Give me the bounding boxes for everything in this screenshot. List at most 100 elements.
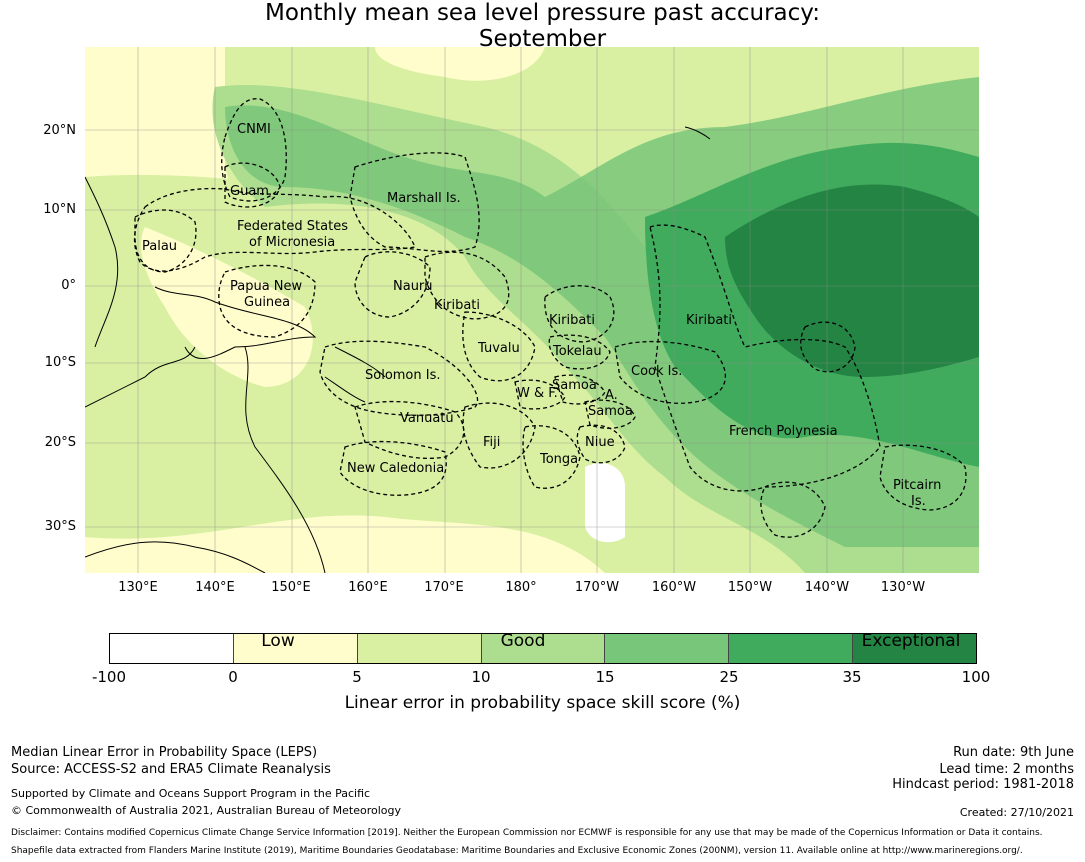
colorbar-tick: 0 bbox=[228, 668, 238, 686]
colorbar-tick: 100 bbox=[961, 668, 991, 686]
colorbar-bin-5 bbox=[729, 634, 854, 663]
label-tuvalu: Tuvalu bbox=[477, 341, 520, 356]
label-pitcairn-2: Is. bbox=[911, 494, 926, 509]
label-wf: W & F. bbox=[517, 386, 558, 401]
label-samoa: Samoa bbox=[552, 378, 597, 393]
x-tick-160e: 160°E bbox=[348, 580, 388, 595]
boundary-kiribati-w bbox=[424, 251, 510, 320]
boundary-palau bbox=[134, 209, 197, 273]
graticule bbox=[85, 47, 979, 573]
x-tick-140e: 140°E bbox=[195, 580, 235, 595]
boundary-tonga bbox=[522, 425, 581, 489]
label-tonga: Tonga bbox=[539, 452, 578, 467]
footer-copyright: © Commonwealth of Australia 2021, Austra… bbox=[11, 804, 401, 817]
boundary-guam bbox=[224, 162, 281, 208]
colorbar-tick: 5 bbox=[352, 668, 362, 686]
boundary-tokelau bbox=[548, 334, 611, 370]
boundary-kiribati-c bbox=[544, 285, 615, 343]
label-as: A. bbox=[605, 388, 618, 403]
boundary-fsm bbox=[133, 187, 416, 272]
x-tick-160w: 160°W bbox=[651, 580, 697, 595]
boundary-samoa bbox=[554, 374, 606, 405]
label-newcal: New Caledonia bbox=[347, 461, 444, 476]
boundary-png bbox=[218, 264, 316, 338]
label-fsm-1: Federated States bbox=[237, 219, 348, 234]
label-marshall: Marshall Is. bbox=[387, 191, 461, 206]
boundary-vanuatu bbox=[354, 400, 465, 459]
boundary-niue bbox=[576, 424, 626, 464]
x-tick-130e: 130°E bbox=[118, 580, 158, 595]
colorbar-tick: 35 bbox=[842, 668, 862, 686]
disclaimer-shapefile: Shapefile data extracted from Flanders M… bbox=[11, 846, 1023, 856]
boundary-marquesas bbox=[800, 321, 856, 373]
boundary-wf bbox=[514, 379, 566, 410]
label-nauru: Nauru bbox=[393, 279, 433, 294]
eez-boundaries bbox=[133, 98, 967, 538]
y-tick-0: 0° bbox=[61, 278, 76, 293]
skill-map: CNMI Guam Marshall Is. Federated States … bbox=[85, 47, 979, 573]
colorbar-bin-0 bbox=[110, 634, 234, 663]
colorbar-bin-1 bbox=[233, 634, 358, 663]
y-tick-10s: 10°S bbox=[44, 355, 76, 370]
boundary-solomon bbox=[319, 340, 479, 416]
label-cnmi: CNMI bbox=[237, 122, 271, 137]
boundary-frpoly-south bbox=[760, 481, 826, 538]
boundary-cook bbox=[614, 340, 726, 404]
boundary-frpoly bbox=[649, 224, 881, 492]
x-tick-140w: 140°W bbox=[804, 580, 850, 595]
footer-lead-time: Lead time: 2 months bbox=[939, 762, 1074, 777]
y-tick-10n: 10°N bbox=[43, 202, 76, 217]
label-kiribati-e: Kiribati bbox=[686, 313, 732, 328]
chart-title-line1: Monthly mean sea level pressure past acc… bbox=[265, 0, 820, 26]
label-vanuatu: Vanuatu bbox=[400, 411, 454, 426]
boundary-nauru bbox=[354, 251, 431, 318]
y-tick-20n: 20°N bbox=[43, 123, 76, 138]
footer-hindcast: Hindcast period: 1981-2018 bbox=[892, 777, 1074, 792]
x-tick-180: 180° bbox=[505, 580, 537, 595]
x-tick-130w: 130°W bbox=[880, 580, 926, 595]
label-kiribati-c: Kiribati bbox=[549, 313, 595, 328]
label-kiribati-w: Kiribati bbox=[434, 298, 480, 313]
colorbar-bin-6 bbox=[853, 634, 977, 663]
colorbar-category-good: Good bbox=[500, 631, 546, 651]
label-cook: Cook Is. bbox=[631, 364, 682, 379]
x-tick-150w: 150°W bbox=[727, 580, 773, 595]
footer-run-date: Run date: 9th June bbox=[953, 745, 1074, 760]
footer-created: Created: 27/10/2021 bbox=[959, 806, 1074, 819]
boundary-fiji bbox=[462, 402, 536, 469]
footer-leps: Median Linear Error in Probability Space… bbox=[11, 745, 318, 760]
footer-source: Source: ACCESS-S2 and ERA5 Climate Reana… bbox=[11, 762, 331, 777]
label-fiji: Fiji bbox=[483, 435, 500, 450]
label-png-2: Guinea bbox=[244, 295, 290, 310]
label-tokelau: Tokelau bbox=[552, 344, 602, 359]
skill-zone-exceptional2 bbox=[725, 184, 979, 377]
footer-support: Supported by Climate and Oceans Support … bbox=[11, 787, 371, 800]
label-asamoa: Samoa bbox=[588, 404, 633, 419]
label-pitcairn-1: Pitcairn bbox=[893, 478, 941, 493]
boundary-tuvalu bbox=[462, 311, 536, 382]
colorbar-category-low: Low bbox=[261, 631, 295, 651]
colorbar-tick: 10 bbox=[471, 668, 491, 686]
colorbar-tick: -100 bbox=[91, 668, 127, 686]
label-fsm-2: of Micronesia bbox=[249, 235, 335, 250]
disclaimer-copernicus: Disclaimer: Contains modified Copernicus… bbox=[11, 828, 1043, 838]
y-tick-30s: 30°S bbox=[44, 519, 76, 534]
label-solomon: Solomon Is. bbox=[365, 368, 441, 383]
low-skill-patch-north bbox=[375, 47, 545, 81]
colorbar-bin-2 bbox=[357, 634, 482, 663]
map-svg: CNMI Guam Marshall Is. Federated States … bbox=[85, 47, 979, 573]
colorbar-category-exceptional: Exceptional bbox=[861, 631, 961, 651]
label-niue: Niue bbox=[585, 435, 615, 450]
colorbar-tick: 15 bbox=[595, 668, 615, 686]
region-labels: CNMI Guam Marshall Is. Federated States … bbox=[142, 122, 941, 509]
label-palau: Palau bbox=[142, 239, 177, 254]
label-guam: Guam bbox=[230, 184, 269, 199]
label-png-1: Papua New bbox=[230, 279, 303, 294]
colorbar-label: Linear error in probability space skill … bbox=[344, 693, 741, 713]
coastlines bbox=[85, 126, 711, 573]
boundary-marshall bbox=[349, 152, 480, 253]
white-patch bbox=[585, 463, 625, 543]
boundary-newcal bbox=[339, 440, 447, 496]
colorbar-tick: 25 bbox=[719, 668, 739, 686]
x-tick-170w: 170°W bbox=[574, 580, 620, 595]
